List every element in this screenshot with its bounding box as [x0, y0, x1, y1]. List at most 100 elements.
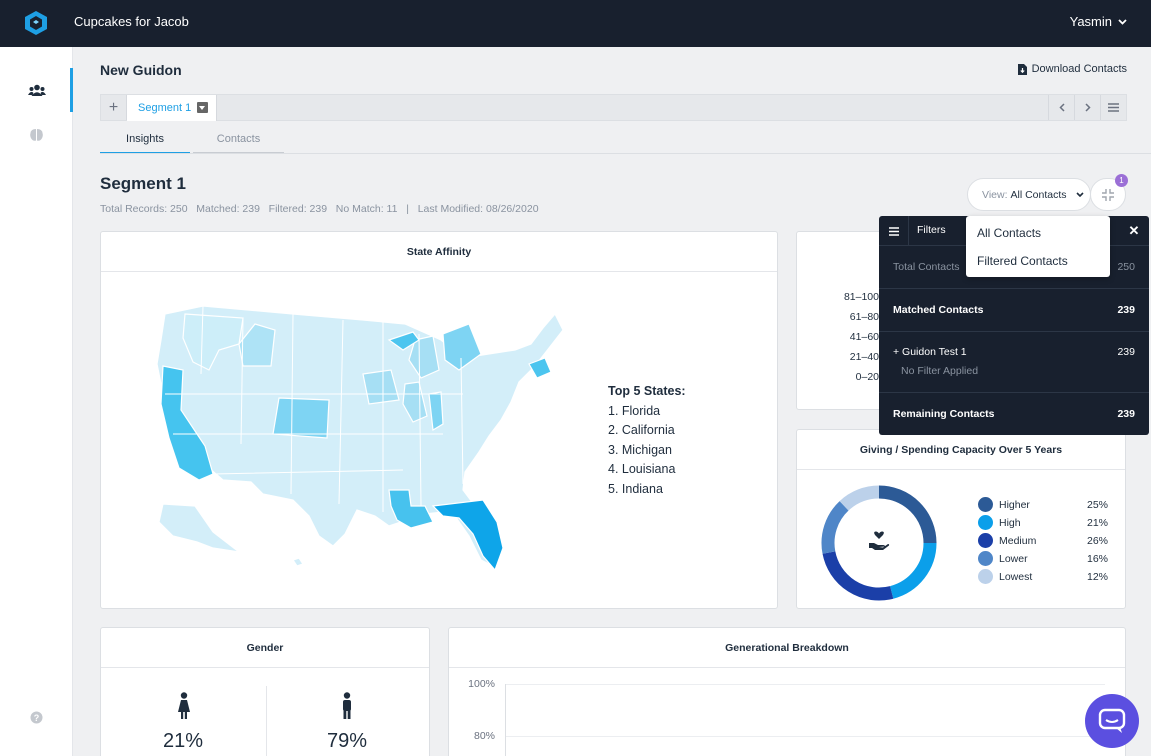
legend-pct: 26% — [1086, 535, 1108, 547]
legend-item: Lowest 12% — [978, 569, 1108, 585]
female-icon — [178, 692, 190, 719]
compress-icon — [1102, 188, 1114, 201]
score-bar-label: 0–20 — [855, 371, 879, 383]
segment-tab-label: Segment 1 — [138, 102, 192, 114]
tab-contacts[interactable]: Contacts — [193, 125, 284, 154]
chat-launcher-button[interactable] — [1085, 694, 1139, 748]
filters-menu-button[interactable] — [879, 216, 909, 246]
page-title: New Guidon — [100, 62, 182, 78]
giving-capacity-title: Giving / Spending Capacity Over 5 Years — [797, 430, 1125, 470]
giving-capacity-card: Giving / Spending Capacity Over 5 Years … — [796, 429, 1126, 609]
segment-menu-button[interactable] — [1100, 95, 1126, 120]
legend-name: Medium — [999, 535, 1037, 547]
legend-pct: 16% — [1086, 553, 1108, 565]
segment-tab-active[interactable]: Segment 1 — [127, 95, 217, 121]
legend-pct: 25% — [1086, 499, 1108, 511]
nav-help[interactable]: ? — [0, 695, 73, 739]
gridline — [505, 684, 1105, 685]
filter-name: + Guidon Test 1 — [893, 346, 967, 358]
menu-icon — [1108, 103, 1119, 112]
segment-title: Segment 1 — [100, 174, 186, 193]
generational-title: Generational Breakdown — [449, 628, 1125, 668]
add-segment-button[interactable]: + — [101, 95, 127, 120]
legend-pct: 12% — [1086, 571, 1108, 583]
donut-slice-high — [889, 542, 937, 599]
view-select[interactable]: View: All Contacts — [967, 178, 1091, 211]
app-title: Cupcakes for Jacob — [74, 14, 189, 29]
score-bar-label: 61–80 — [849, 311, 879, 323]
next-segment-button[interactable] — [1074, 95, 1100, 120]
top-states-heading: Top 5 States: — [608, 384, 686, 398]
download-contacts-button[interactable]: Download Contacts — [1017, 63, 1127, 75]
segment-meta: Total Records: 250 Matched: 239 Filtered… — [100, 203, 539, 215]
gender-divider — [266, 686, 267, 756]
top-bar: Cupcakes for Jacob Yasmin — [0, 0, 1151, 47]
score-bar-label: 81–100 — [843, 291, 879, 303]
remaining-contacts-value: 239 — [1117, 408, 1135, 420]
remaining-contacts-label: Remaining Contacts — [893, 408, 995, 420]
giving-donut-chart — [821, 485, 937, 601]
view-option-all-contacts[interactable]: All Contacts — [977, 226, 1042, 240]
legend-name: Lowest — [999, 571, 1033, 583]
chevron-down-icon — [1118, 18, 1127, 25]
filters-divider — [879, 331, 1149, 332]
top-state-item: 5. Indiana — [608, 481, 663, 496]
prev-segment-button[interactable] — [1048, 95, 1074, 120]
total-contacts-label: Total Contacts — [893, 261, 960, 273]
y-tick-label: 100% — [468, 678, 495, 690]
svg-text:?: ? — [34, 713, 40, 723]
legend-dot — [978, 533, 993, 548]
generational-card: Generational Breakdown 100% 80% — [448, 627, 1126, 756]
top-state-item: 3. Michigan — [608, 442, 672, 457]
gender-title: Gender — [101, 628, 429, 668]
score-bar-label: 21–40 — [849, 351, 879, 363]
chat-icon — [1098, 708, 1126, 733]
view-select-label: View: — [982, 188, 1008, 201]
legend-pct: 21% — [1086, 517, 1108, 529]
male-percent: 79% — [326, 730, 368, 752]
legend-item: Lower 16% — [978, 551, 1108, 567]
gridline — [505, 736, 1105, 737]
male-icon — [343, 692, 351, 719]
close-filters-button[interactable]: ✕ — [1119, 216, 1149, 246]
us-map — [156, 305, 564, 572]
close-icon: ✕ — [1128, 223, 1140, 238]
legend-item: High 21% — [978, 515, 1108, 531]
legend-dot — [978, 551, 993, 566]
top-state-item: 4. Louisiana — [608, 462, 676, 476]
tab-divider — [100, 153, 1151, 154]
y-axis — [505, 684, 506, 756]
total-contacts-value: 250 — [1117, 261, 1135, 273]
legend-dot — [978, 569, 993, 584]
user-name: Yasmin — [1069, 14, 1112, 29]
left-nav: ? — [0, 47, 73, 756]
nav-contacts[interactable] — [0, 68, 73, 112]
segment-tab-bar: + Segment 1 — [100, 94, 1127, 121]
score-bar-label: 41–60 — [849, 331, 879, 343]
top-state-item: 2. California — [608, 423, 675, 437]
logo-icon[interactable] — [22, 10, 50, 36]
filter-value: 239 — [1117, 346, 1135, 358]
user-menu[interactable]: Yasmin — [1070, 14, 1127, 29]
filters-divider — [879, 392, 1149, 393]
nav-insights[interactable] — [0, 113, 73, 157]
view-option-filtered-contacts[interactable]: Filtered Contacts — [977, 254, 1068, 268]
file-download-icon — [1017, 63, 1027, 75]
matched-contacts-value: 239 — [1117, 304, 1135, 316]
y-tick-label: 80% — [473, 730, 495, 742]
donut-slice-lower — [821, 501, 849, 554]
brain-icon — [30, 129, 43, 141]
chevron-left-icon — [1058, 103, 1065, 112]
filter-count-badge: 1 — [1115, 174, 1128, 187]
download-label: Download Contacts — [1031, 63, 1127, 75]
legend-name: Higher — [999, 499, 1030, 511]
view-dropdown-menu: All Contacts Filtered Contacts — [966, 216, 1110, 277]
chevron-right-icon — [1084, 103, 1091, 112]
dropdown-caret-icon[interactable] — [197, 102, 208, 113]
heart-hand-icon — [869, 531, 890, 550]
state-affinity-title: State Affinity — [101, 232, 777, 272]
view-select-value: All Contacts — [1010, 188, 1067, 201]
tab-insights[interactable]: Insights — [100, 125, 190, 154]
legend-dot — [978, 515, 993, 530]
main-content: New Guidon Download Contacts + Segment 1… — [74, 47, 1151, 756]
